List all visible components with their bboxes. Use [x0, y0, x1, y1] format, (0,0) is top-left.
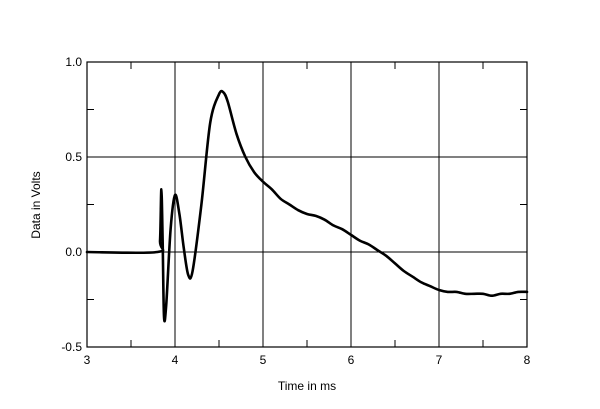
y-tick-label: -0.5 — [61, 340, 82, 354]
plot-frame — [86, 61, 528, 348]
x-tick-label: 6 — [348, 353, 355, 367]
minor-ticks — [87, 62, 527, 347]
x-tick-label: 3 — [84, 353, 91, 367]
y-tick-label: 0.0 — [65, 245, 82, 259]
data-series-line — [85, 89, 529, 323]
x-tick-label: 7 — [436, 353, 443, 367]
y-tick-labels: -0.5 0.0 0.5 1.0 — [61, 55, 82, 354]
y-tick-label: 1.0 — [65, 55, 82, 69]
x-tick-label: 5 — [260, 353, 267, 367]
y-axis-label: Data in Volts — [29, 171, 43, 238]
x-axis-label: Time in ms — [278, 379, 336, 393]
x-tick-label: 8 — [524, 353, 531, 367]
y-tick-label: 0.5 — [65, 150, 82, 164]
x-tick-labels: 3 4 5 6 7 8 — [84, 353, 531, 367]
grid-lines — [87, 62, 527, 347]
x-tick-label: 4 — [172, 353, 179, 367]
